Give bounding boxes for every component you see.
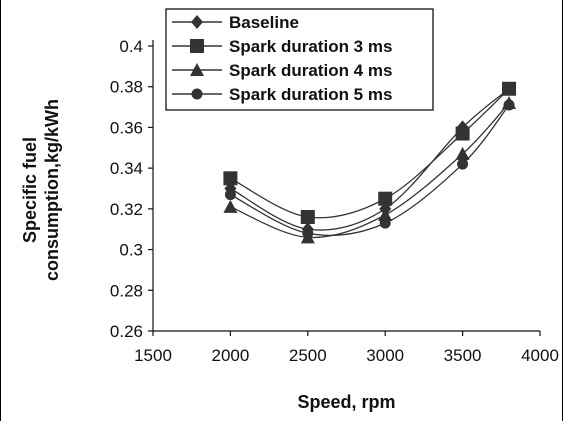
data-point: [378, 191, 393, 206]
legend-box: [165, 8, 434, 111]
legend: Baseline Spark duration 3 ms Spark duratio…: [165, 8, 434, 111]
data-point: [223, 199, 238, 213]
data-point: [302, 227, 314, 239]
legend-label: Spark duration 5 ms: [229, 85, 392, 104]
legend-marker: [190, 63, 204, 76]
legend-label: Baseline: [229, 13, 299, 32]
y-tick-label: 0.4: [119, 37, 143, 56]
y-tick-label: 0.38: [110, 78, 143, 97]
series-2: [223, 81, 517, 224]
legend-label: Spark duration 4 ms: [229, 61, 392, 80]
series-4: [224, 99, 515, 239]
data-point: [223, 171, 238, 186]
y-tick-label: 0.36: [110, 118, 143, 137]
x-tick-label: 4000: [521, 346, 559, 365]
legend-item: Spark duration 5 ms: [172, 85, 392, 104]
x-tick-label: 3000: [366, 346, 404, 365]
series-3: [223, 96, 517, 244]
y-axis-label-line-1: Specific fuel: [20, 137, 40, 243]
y-tick-label: 0.26: [110, 322, 143, 341]
legend-marker: [190, 39, 204, 53]
y-tick-label: 0.32: [110, 200, 143, 219]
legend-item: Baseline: [172, 13, 299, 32]
legend-marker: [191, 15, 203, 29]
data-point: [457, 158, 469, 170]
data-point: [502, 81, 517, 96]
y-axis-label-line-2: consumption,kg/kWh: [42, 99, 62, 281]
x-tick-label: 1500: [134, 346, 172, 365]
y-tick-label: 0.34: [110, 159, 143, 178]
legend-label: Spark duration 3 ms: [229, 37, 392, 56]
x-tick-label: 3500: [444, 346, 482, 365]
data-point: [378, 207, 393, 221]
data-point: [300, 210, 315, 224]
data-point: [224, 189, 236, 201]
y-tick-label: 0.3: [119, 241, 143, 260]
data-point: [379, 217, 391, 229]
series-layer: [223, 81, 517, 244]
x-axis-label: Speed, rpm: [297, 392, 395, 412]
legend-item: Spark duration 3 ms: [172, 37, 392, 56]
data-point: [455, 126, 470, 141]
legend-marker: [191, 88, 203, 100]
legend-item: Spark duration 4 ms: [172, 61, 392, 80]
data-point: [455, 146, 470, 160]
x-tick-label: 2000: [211, 346, 249, 365]
data-point: [503, 99, 515, 111]
y-tick-label: 0.28: [110, 281, 143, 300]
x-tick-label: 2500: [289, 346, 327, 365]
series-line: [230, 104, 510, 236]
